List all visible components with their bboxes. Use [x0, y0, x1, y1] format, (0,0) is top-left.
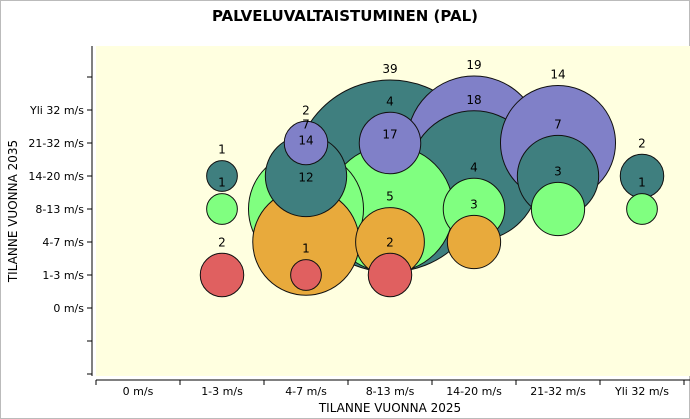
x-tick-label: 8-13 m/s	[366, 385, 415, 398]
axes-layer: 0 m/s1-3 m/s4-7 m/s8-13 m/s14-20 m/s21-3…	[28, 46, 690, 398]
bubble-value-label: 3	[554, 164, 562, 178]
bubble-value-label: 19	[466, 58, 481, 72]
bubble-value-label: 3	[470, 197, 478, 211]
bubble-value-label: 1	[302, 242, 310, 256]
x-axis-title: TILANNE VUONNA 2025	[318, 401, 461, 415]
bubble	[290, 259, 322, 291]
y-axis-title: TILANNE VUONNA 2035	[6, 140, 20, 283]
bubble-value-label: 7	[554, 117, 562, 131]
bubble-value-label: 2	[218, 235, 226, 249]
bubble-value-label: 1	[218, 176, 226, 190]
bubble-value-label: 14	[550, 67, 565, 81]
y-tick-label: 0 m/s	[53, 302, 84, 315]
bubble-value-label: 1	[638, 176, 646, 190]
bubble	[206, 193, 238, 225]
bubble-value-label: 18	[466, 93, 481, 107]
y-tick-label: Yli 32 m/s	[29, 104, 84, 117]
x-tick-label: Yli 32 m/s	[614, 385, 669, 398]
bubble-value-label: 1	[218, 143, 226, 157]
x-tick-label: 14-20 m/s	[446, 385, 502, 398]
x-tick-label: 4-7 m/s	[285, 385, 327, 398]
x-tick-label: 1-3 m/s	[201, 385, 243, 398]
bubble-value-label: 39	[382, 62, 397, 76]
bubble-value-label: 4	[470, 160, 478, 174]
y-tick-label: 21-32 m/s	[28, 137, 84, 150]
bubble	[446, 214, 502, 270]
bubble	[530, 181, 586, 237]
bubble-value-label: 4	[386, 94, 394, 108]
x-tick-label: 21-32 m/s	[530, 385, 586, 398]
bubble-value-label: 2	[302, 103, 310, 117]
y-tick-label: 8-13 m/s	[35, 203, 84, 216]
bubble	[367, 252, 413, 298]
bubble-value-label: 5	[386, 190, 394, 204]
bubble-value-label: 14	[298, 133, 313, 147]
y-tick-label: 4-7 m/s	[42, 236, 84, 249]
bubble	[283, 120, 329, 166]
y-tick-label: 14-20 m/s	[28, 170, 84, 183]
bubble	[206, 160, 238, 192]
x-tick-label: 0 m/s	[123, 385, 154, 398]
y-tick-label: 1-3 m/s	[42, 269, 84, 282]
bubble-value-label: 12	[298, 171, 313, 185]
bubble	[199, 252, 245, 298]
bubble	[358, 111, 422, 175]
bubble-value-label: 7	[302, 117, 310, 131]
bubble	[626, 193, 658, 225]
bubble-value-label: 2	[386, 235, 394, 249]
bubble-value-label: 2	[638, 136, 646, 150]
chart-title: PALVELUVALTAISTUMINEN (PAL)	[212, 7, 478, 25]
bubble-value-label: 17	[382, 128, 397, 142]
